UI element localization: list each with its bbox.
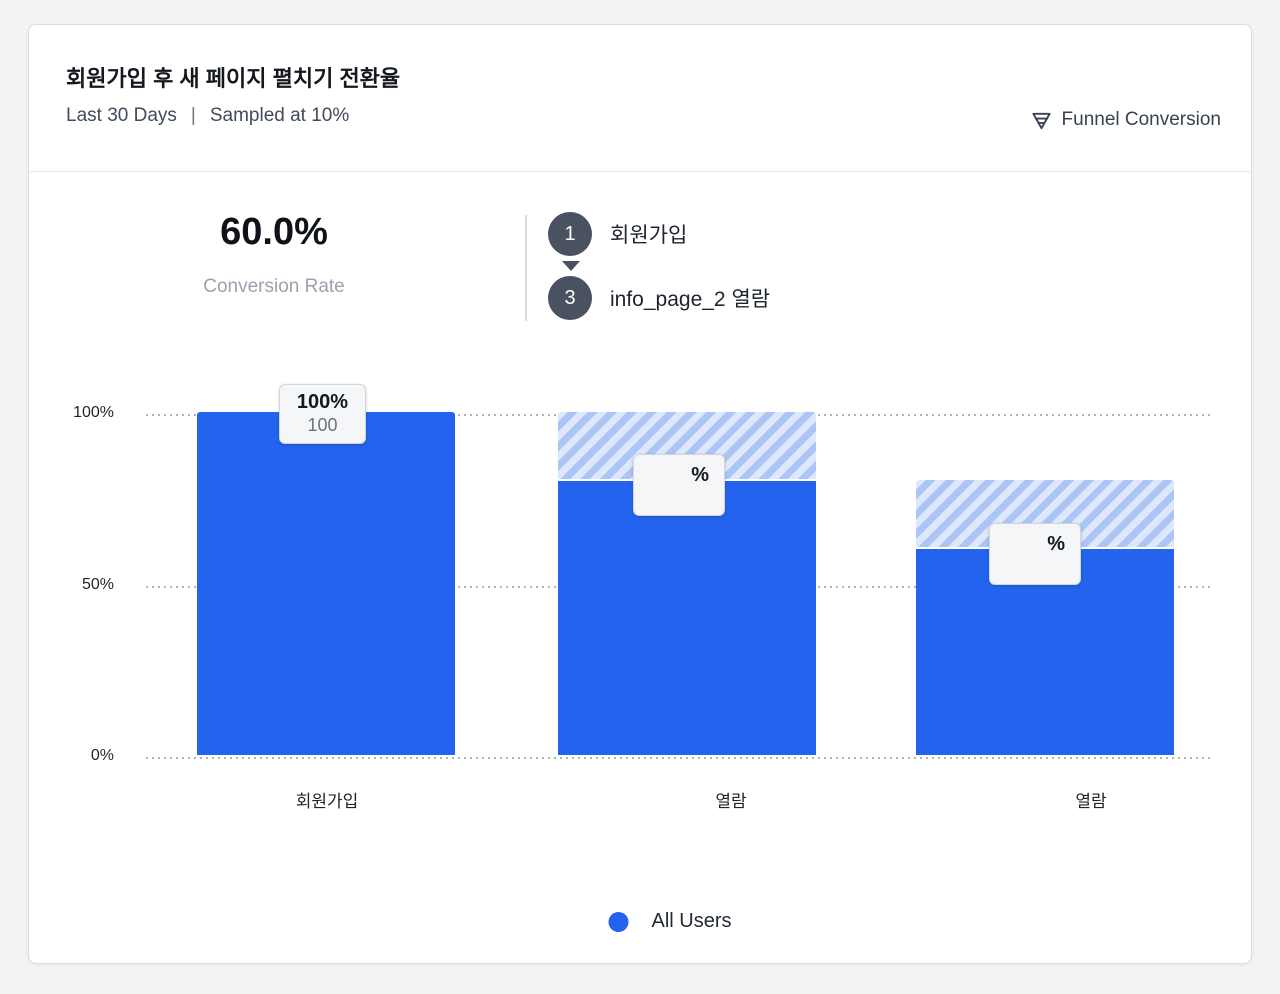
tooltip-count [990,557,1080,577]
legend-dot-icon [608,911,629,932]
step-number-badge: 1 [548,212,592,256]
tooltip-percent: 100% [296,391,349,413]
bar-value-tooltip: 100% 100 [279,384,366,444]
tooltip-percent: % [1047,533,1065,555]
conversion-rate-value: 60.0% [220,211,328,253]
conversion-rate-block: 60.0% Conversion Rate [159,211,389,298]
bar-value-tooltip: % [633,454,725,516]
bar-converted-segment [197,412,455,755]
summary-divider [525,215,527,321]
sampling-label: Sampled at 10% [209,105,350,126]
bar-value-tooltip: % [989,523,1081,585]
date-range-label: Last 30 Days [66,105,177,126]
conversion-rate-label: Conversion Rate [203,276,345,297]
legend-item-all-users[interactable]: All Users [608,910,732,933]
step-arrow-down-icon [562,261,580,271]
funnel-icon [1030,109,1053,132]
page-title: 회원가입 후 새 페이지 펼치기 전환율 [66,66,401,91]
bar-converted-segment [558,481,816,755]
tooltip-count: 100 [307,415,338,435]
chart-type-label: Funnel Conversion [1061,109,1221,130]
step-number-badge: 3 [548,276,592,320]
step-label: 회원가입 [610,224,688,247]
x-axis-label: 회원가입 [295,792,359,811]
y-axis-tick: 50% [81,576,114,593]
legend-label: All Users [651,910,732,932]
funnel-chart-card: 회원가입 후 새 페이지 펼치기 전환율 Last 30 Days | Samp… [28,24,1252,964]
gridline-0 [146,757,1211,759]
card-header: 회원가입 후 새 페이지 펼치기 전환율 Last 30 Days | Samp… [29,25,1251,172]
step-label: info_page_2 열람 [610,288,771,311]
y-axis-tick: 100% [73,404,114,421]
x-axis-label: 열람 [715,792,747,811]
chart-subtitle: Last 30 Days | Sampled at 10% [66,105,349,127]
subtitle-separator: | [190,105,196,126]
funnel-step-1: 1 회원가입 [548,212,687,256]
tooltip-count [634,488,724,508]
funnel-step-3: 3 info_page_2 열람 [548,276,770,320]
funnel-conversion-control[interactable]: Funnel Conversion [1030,105,1221,135]
funnel-bar-step-1[interactable] [197,412,455,755]
y-axis-tick: 0% [90,747,114,764]
tooltip-percent: % [691,464,709,486]
funnel-bar-step-3[interactable] [916,480,1174,755]
x-axis-label: 열람 [1075,792,1107,811]
